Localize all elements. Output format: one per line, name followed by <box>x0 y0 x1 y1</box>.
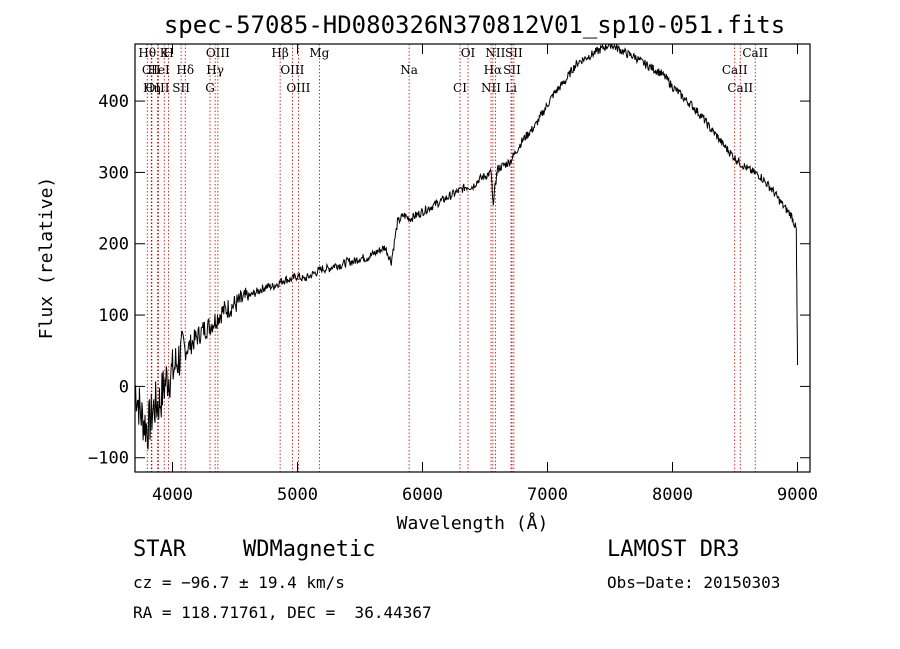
y-tick-label: 200 <box>98 235 129 255</box>
line-label: CaII <box>742 46 768 60</box>
line-label: CaII <box>727 81 753 95</box>
x-tick-label: 7000 <box>527 485 568 505</box>
line-label: Li <box>505 81 517 95</box>
line-label: NII <box>481 81 501 95</box>
line-label: Hθ <box>138 46 156 60</box>
line-label: CaII <box>722 63 748 77</box>
x-axis-label: Wavelength (Å) <box>397 512 549 534</box>
y-tick-label: 400 <box>98 92 129 112</box>
line-label: SII <box>172 81 190 95</box>
line-label: Hδ <box>176 63 194 77</box>
coordinates: RA = 118.71761, DEC = 36.44367 <box>133 603 432 622</box>
object-class: STAR <box>133 537 186 562</box>
line-label: Hβ <box>271 46 288 60</box>
line-label: NII <box>485 46 505 60</box>
line-label: Hγ <box>206 63 224 77</box>
y-tick-label: −100 <box>88 449 129 469</box>
line-label: Mg <box>309 46 329 60</box>
line-label: SII <box>505 46 523 60</box>
x-tick-label: 5000 <box>277 485 318 505</box>
y-tick-label: 0 <box>119 377 129 397</box>
chart-title: spec-57085-HD080326N370812V01_sp10-051.f… <box>164 11 785 39</box>
y-tick-label: 100 <box>98 306 129 326</box>
x-tick-label: 4000 <box>152 485 193 505</box>
x-tick-label: 6000 <box>402 485 443 505</box>
x-tick-label: 9000 <box>777 485 818 505</box>
line-label: OI <box>461 46 476 60</box>
line-label: OIII <box>286 81 310 95</box>
line-label: Hα <box>484 63 503 77</box>
y-axis-label: Flux (relative) <box>36 177 57 340</box>
redshift-velocity: cz = −96.7 ± 19.4 km/s <box>133 573 345 592</box>
line-label: OIII <box>145 81 169 95</box>
x-tick-label: 8000 <box>652 485 693 505</box>
line-label: OIII <box>280 63 304 77</box>
line-label: Hη <box>143 81 161 95</box>
line-label: H <box>163 46 173 60</box>
survey-name: LAMOST DR3 <box>607 537 740 562</box>
object-subclass: WDMagnetic <box>243 537 376 562</box>
plot-frame <box>134 43 811 473</box>
observation-date: Obs−Date: 20150303 <box>607 573 781 592</box>
line-label: G <box>205 81 215 95</box>
line-label: Na <box>400 63 418 77</box>
line-label: K <box>160 46 170 60</box>
line-label: OIII <box>206 46 230 60</box>
spectrum-line <box>134 43 798 450</box>
line-label: CII <box>142 63 161 77</box>
line-label: HeI <box>147 63 170 77</box>
line-label: CI <box>453 81 467 95</box>
line-label: SII <box>503 63 521 77</box>
y-tick-label: 300 <box>98 163 129 183</box>
